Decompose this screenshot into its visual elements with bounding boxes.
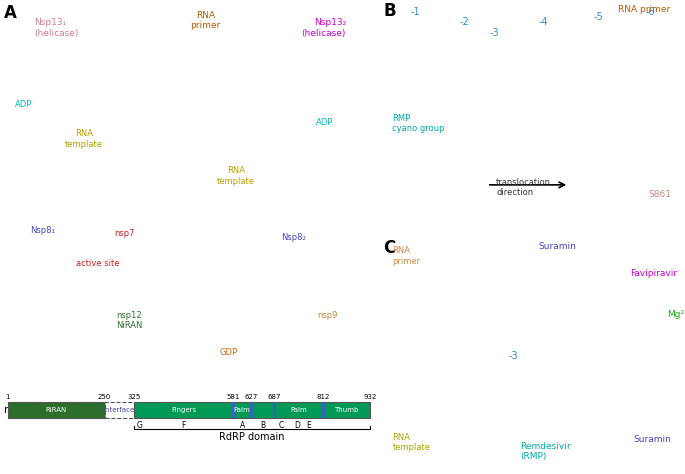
Text: Remdesivir
(RMP): Remdesivir (RMP) <box>521 442 571 461</box>
Text: nsp12: nsp12 <box>4 405 36 415</box>
Text: Palm: Palm <box>234 407 251 413</box>
Text: active site: active site <box>76 259 120 268</box>
Text: 1: 1 <box>5 394 10 400</box>
Text: B: B <box>383 2 396 20</box>
Text: RNA
primer: RNA primer <box>393 246 421 265</box>
Text: nsp9: nsp9 <box>316 310 337 319</box>
Text: RiRAN: RiRAN <box>45 407 66 413</box>
Text: A: A <box>240 421 245 430</box>
Text: Nsp13₁
(helicase): Nsp13₁ (helicase) <box>34 18 79 38</box>
Bar <box>321 402 325 418</box>
Text: 687: 687 <box>268 394 282 400</box>
Text: E: E <box>306 421 311 430</box>
Text: GDP: GDP <box>219 347 237 356</box>
Text: nsp7: nsp7 <box>114 229 134 238</box>
Text: 250: 250 <box>98 394 111 400</box>
Bar <box>134 402 234 418</box>
Bar <box>105 402 134 418</box>
Text: ADP: ADP <box>316 118 333 128</box>
Text: G: G <box>136 421 142 430</box>
Text: -1: -1 <box>411 7 421 17</box>
Text: RMP
cyano group: RMP cyano group <box>393 114 445 133</box>
Text: S861: S861 <box>649 190 671 199</box>
Text: Nsp8₂: Nsp8₂ <box>282 233 306 242</box>
Bar <box>232 402 235 418</box>
Text: -2: -2 <box>460 17 469 27</box>
Text: Palm: Palm <box>290 407 307 413</box>
Text: C: C <box>279 421 284 430</box>
Text: A: A <box>4 4 16 22</box>
Bar <box>251 402 275 418</box>
Text: Nsp13₂
(helicase): Nsp13₂ (helicase) <box>301 18 346 38</box>
Text: Mg²⁺: Mg²⁺ <box>667 310 685 319</box>
Text: RNA
primer: RNA primer <box>190 11 221 30</box>
Text: Suramin: Suramin <box>633 435 671 444</box>
Text: RNA
template: RNA template <box>393 433 430 452</box>
Bar <box>234 402 251 418</box>
Bar <box>249 402 253 418</box>
Text: Fingers: Fingers <box>171 407 196 413</box>
Text: Interface: Interface <box>103 407 135 413</box>
Text: translocation
direction: translocation direction <box>496 178 551 197</box>
Text: -6: -6 <box>645 7 655 17</box>
Text: 932: 932 <box>363 394 377 400</box>
Text: ADP: ADP <box>15 100 33 109</box>
Bar <box>273 402 276 418</box>
Text: D: D <box>294 421 300 430</box>
Text: Suramin: Suramin <box>538 242 577 251</box>
Text: RdRP domain: RdRP domain <box>219 432 284 442</box>
Text: 627: 627 <box>245 394 258 400</box>
Text: Favipiravir: Favipiravir <box>630 269 677 278</box>
Text: -3: -3 <box>490 28 499 38</box>
Text: -3: -3 <box>508 351 518 361</box>
Bar <box>323 402 370 418</box>
Text: Thumb: Thumb <box>334 407 359 413</box>
Text: RNA
template: RNA template <box>216 166 255 186</box>
Bar <box>275 402 323 418</box>
Text: F: F <box>182 421 186 430</box>
Text: RNA
template: RNA template <box>64 129 103 149</box>
Bar <box>8 402 105 418</box>
Text: Nsp8₁: Nsp8₁ <box>30 226 55 235</box>
Text: B: B <box>260 421 265 430</box>
Text: C: C <box>383 239 395 257</box>
Text: -5: -5 <box>593 12 603 22</box>
Text: RNA primer: RNA primer <box>618 5 670 14</box>
Text: -4: -4 <box>538 17 548 27</box>
Text: 581: 581 <box>227 394 240 400</box>
Text: nsp12
NiRAN: nsp12 NiRAN <box>116 310 142 330</box>
Text: 325: 325 <box>127 394 140 400</box>
Text: 812: 812 <box>316 394 329 400</box>
